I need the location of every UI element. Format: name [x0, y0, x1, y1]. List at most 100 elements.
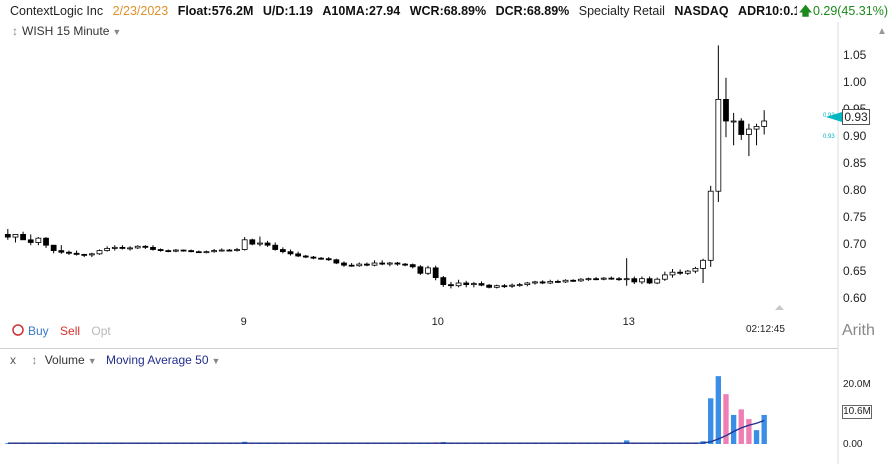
- candle-body: [211, 250, 217, 253]
- adr-stat: ADR10:0.10: [738, 4, 808, 18]
- candle-body: [96, 250, 103, 255]
- candle-body: [257, 242, 263, 245]
- candle-body: [66, 251, 72, 254]
- candle-body: [486, 284, 493, 288]
- candle-body: [325, 258, 332, 261]
- a10ma-stat: A10MA:27.94: [322, 4, 401, 18]
- candle-body: [684, 270, 691, 274]
- candle-body: [432, 267, 439, 279]
- up-arrow-icon: 🡅: [799, 4, 812, 18]
- buy-button[interactable]: Buy: [28, 324, 49, 338]
- candle-body: [58, 250, 65, 253]
- candle-body: [654, 278, 661, 284]
- candle-body: [753, 126, 760, 130]
- y-tick-label: 0.60: [843, 291, 867, 306]
- candle-body: [394, 262, 401, 265]
- volume-ma-label: 10.6M: [842, 405, 872, 419]
- dcr-stat: DCR:68.89%: [495, 4, 570, 18]
- volume-bar: [623, 440, 630, 444]
- candle-body: [218, 249, 225, 252]
- candle-body: [509, 284, 515, 287]
- settings-gear-icon: [12, 324, 24, 336]
- chevron-down-icon: ▼: [112, 27, 122, 37]
- drag-handle-icon: ↕: [12, 24, 18, 38]
- panel-divider[interactable]: [0, 348, 838, 349]
- sell-button[interactable]: Sell: [60, 324, 81, 338]
- price-candles: [4, 45, 768, 289]
- volume-panel-header: x ↕ Volume ▼ Moving Average 50 ▼: [10, 353, 220, 367]
- candle-body: [631, 278, 638, 283]
- candle-body: [448, 284, 454, 287]
- candle-body: [50, 244, 57, 251]
- candle-body: [43, 237, 49, 246]
- candle-body: [715, 99, 722, 192]
- close-icon[interactable]: x: [10, 353, 16, 367]
- candle-body: [700, 259, 706, 269]
- x-tick-label: 13: [622, 316, 635, 328]
- candle-body: [302, 255, 309, 258]
- volume-bar: [746, 419, 752, 444]
- candle-body: [539, 281, 546, 284]
- candle-body: [585, 278, 592, 281]
- candle-body: [470, 283, 477, 286]
- scale-mode-toggle[interactable]: Arith: [842, 322, 875, 339]
- candle-body: [12, 233, 19, 238]
- indicator-name[interactable]: Moving Average 50: [105, 353, 209, 367]
- volume-bar: [715, 376, 722, 444]
- candle-body: [188, 250, 195, 253]
- time-label: 02:12:45: [746, 324, 785, 335]
- candle-body: [226, 249, 233, 252]
- candle-body: [249, 239, 256, 245]
- candle-body: [173, 249, 179, 252]
- candle-body: [341, 262, 347, 266]
- chart-symbol-selector[interactable]: ↕ WISH 15 Minute ▼: [12, 24, 121, 38]
- candle-body: [692, 268, 699, 272]
- candle-body: [111, 246, 118, 249]
- candle-body: [348, 264, 355, 267]
- candle-body: [746, 128, 752, 135]
- y-tick-label: 0.70: [843, 237, 867, 252]
- chart-title-text: WISH 15 Minute: [22, 24, 110, 38]
- candle-body: [570, 279, 577, 282]
- candle-body: [516, 284, 523, 287]
- candle-body: [409, 264, 416, 268]
- candle-body: [524, 282, 531, 286]
- candle-body: [455, 282, 462, 287]
- candle-body: [203, 251, 210, 254]
- candle-body: [593, 278, 599, 281]
- candle-body: [104, 248, 111, 252]
- candle-body: [677, 271, 684, 274]
- candle-body: [241, 239, 248, 250]
- header-bar: ContextLogic Inc 2/23/2023 Float:576.2M …: [0, 0, 894, 22]
- header-date: 2/23/2023: [112, 4, 169, 18]
- candle-body: [425, 267, 431, 274]
- candle-body: [20, 233, 26, 241]
- candle-body: [707, 190, 714, 261]
- ud-stat: U/D:1.19: [262, 4, 313, 18]
- candle-body: [264, 242, 271, 246]
- volume-title[interactable]: Volume: [44, 353, 85, 367]
- candle-body: [81, 253, 88, 256]
- wcr-stat: WCR:68.89%: [409, 4, 487, 18]
- mini-price-tags: 0.93 0.93: [823, 106, 835, 148]
- candle-body: [333, 259, 340, 264]
- candle-body: [532, 281, 538, 284]
- volume-bar: [723, 394, 729, 444]
- candle-body: [119, 246, 126, 249]
- candle-body: [234, 249, 240, 252]
- scroll-up-icon[interactable]: ▲: [877, 26, 887, 37]
- candle-body: [623, 278, 630, 281]
- candle-body: [669, 271, 676, 276]
- candle-body: [27, 239, 34, 243]
- trade-buttons: Buy Sell Opt: [10, 324, 111, 338]
- y-tick-label: 1.05: [843, 48, 867, 63]
- opt-button[interactable]: Opt: [91, 324, 111, 338]
- candle-body: [88, 253, 95, 256]
- y-tick-label: 0.75: [843, 210, 867, 225]
- volume-bar: [708, 398, 714, 444]
- volume-bar: [753, 430, 760, 444]
- volume-bar: [738, 409, 744, 444]
- candle-body: [127, 247, 133, 250]
- candle-body: [379, 262, 386, 265]
